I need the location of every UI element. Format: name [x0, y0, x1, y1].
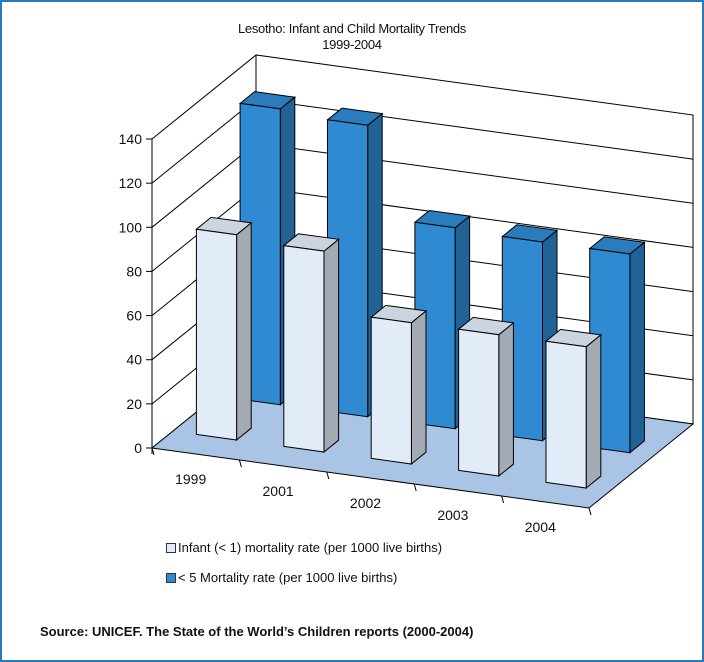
y-tick-label: 0 [134, 440, 142, 456]
bar-infant-side [585, 333, 602, 490]
chart-title: Lesotho: Infant and Child Mortality Tren… [237, 21, 467, 36]
x-tick [151, 447, 155, 456]
y-tick-label: 20 [126, 396, 142, 412]
bar-infant [545, 340, 587, 489]
bar-infant [195, 228, 238, 441]
chart-title-block: Lesotho: Infant and Child Mortality Tren… [0, 21, 704, 53]
x-tick-label: 1999 [175, 471, 206, 487]
bar-infant-side [498, 321, 514, 478]
y-tick-label: 40 [126, 352, 142, 368]
bar-under5-side [629, 241, 645, 454]
legend-item-infant: Infant (< 1) mortality rate (per 1000 li… [166, 540, 442, 555]
x-tick-label: 2004 [525, 519, 556, 535]
bar-infant-side [410, 309, 427, 466]
x-tick [326, 471, 330, 480]
bar-infant-side [236, 221, 252, 442]
legend-swatch-under5 [166, 572, 176, 583]
x-tick-label: 2001 [263, 483, 294, 499]
chart-subtitle: 1999-2004 [322, 37, 382, 52]
legend-swatch-infant [166, 542, 176, 553]
bar-infant [370, 316, 412, 465]
bar-infant [283, 245, 325, 453]
legend-label-infant: Infant (< 1) mortality rate (per 1000 li… [178, 540, 443, 555]
legend-label-under5: < 5 Mortality rate (per 1000 live births… [178, 570, 398, 585]
y-tick-label: 80 [126, 263, 142, 279]
y-tick-label: 60 [126, 308, 142, 324]
bar-infant-side [323, 238, 340, 454]
y-tick-label: 100 [119, 219, 143, 235]
x-tick-label: 2002 [350, 495, 381, 511]
x-tick [413, 483, 417, 492]
legend-item-under5: < 5 Mortality rate (per 1000 live births… [166, 570, 397, 585]
x-tick [238, 459, 242, 468]
y-tick-label: 140 [119, 131, 143, 147]
y-tick-label: 120 [119, 175, 143, 191]
x-tick-label: 2003 [437, 507, 468, 523]
source-note: Source: UNICEF. The State of the World’s… [40, 624, 474, 639]
x-tick [501, 495, 505, 504]
bar-infant [458, 328, 500, 477]
x-tick [588, 507, 592, 516]
